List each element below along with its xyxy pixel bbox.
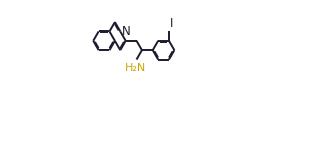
Text: H₂N: H₂N — [125, 63, 146, 73]
Text: N: N — [121, 25, 130, 38]
Text: I: I — [170, 17, 173, 30]
